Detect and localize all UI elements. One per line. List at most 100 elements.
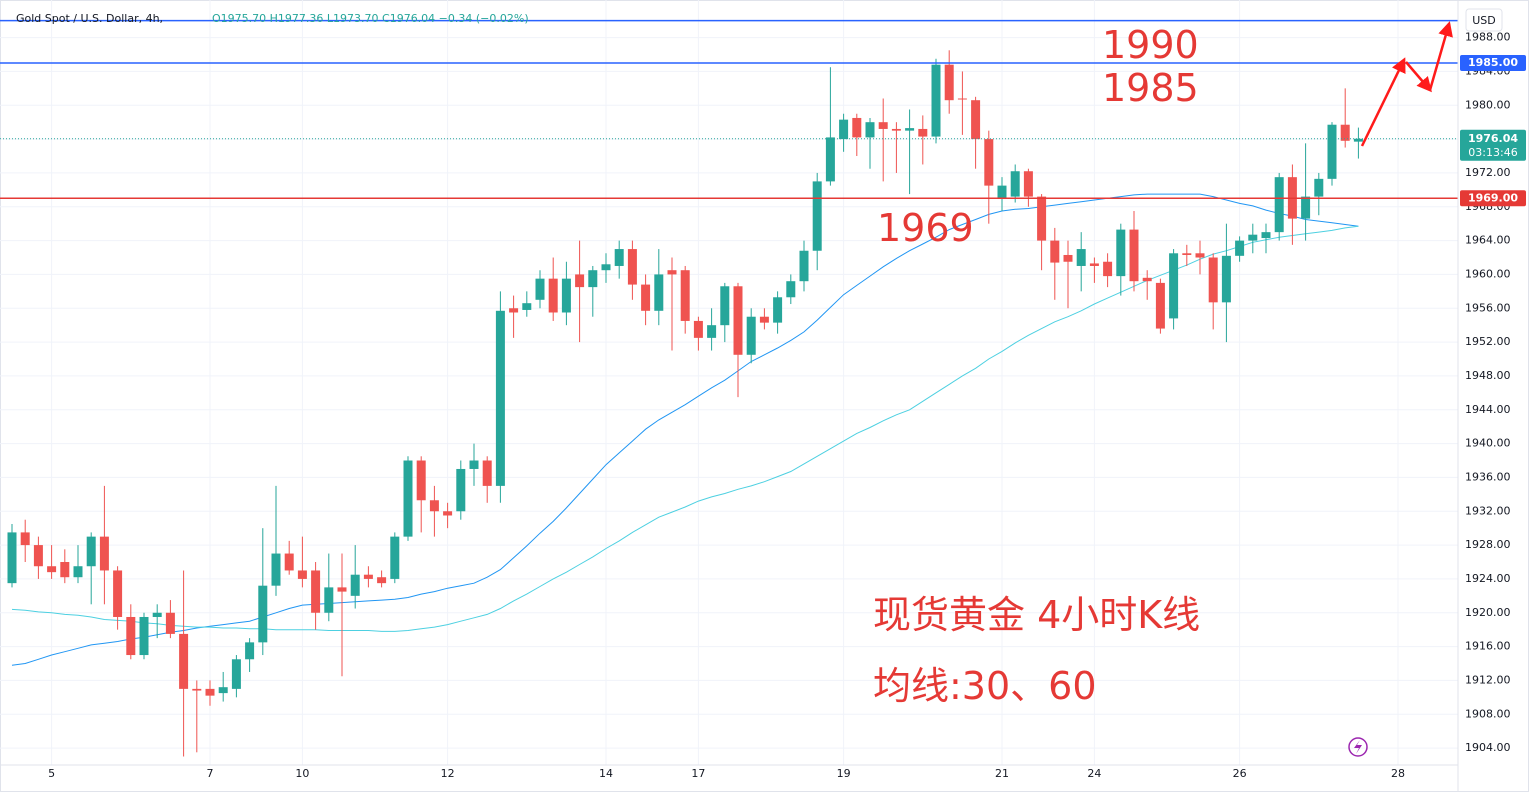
candle-body bbox=[1010, 171, 1020, 197]
candle-body bbox=[746, 316, 756, 355]
candle-body bbox=[7, 532, 17, 584]
y-tick-label: 1904.00 bbox=[1465, 741, 1511, 754]
candle-body bbox=[878, 122, 888, 129]
y-tick-label: 1964.00 bbox=[1465, 234, 1511, 247]
candle-body bbox=[812, 181, 822, 251]
last-price-tag bbox=[1460, 129, 1526, 161]
candle-body bbox=[1208, 257, 1218, 303]
candle-body bbox=[403, 460, 413, 537]
y-tick-label: 1948.00 bbox=[1465, 369, 1511, 382]
candle-body bbox=[509, 308, 519, 313]
candle-body bbox=[1089, 263, 1099, 266]
candle-body bbox=[456, 468, 466, 512]
candle-body bbox=[1353, 138, 1363, 142]
candle-body bbox=[1340, 124, 1350, 141]
candle-body bbox=[733, 286, 743, 355]
candle-body bbox=[786, 281, 796, 298]
candle-body bbox=[482, 460, 492, 486]
candle-body bbox=[799, 250, 809, 282]
event-icon-bolt bbox=[1354, 740, 1362, 754]
y-tick-label: 1924.00 bbox=[1465, 572, 1511, 585]
countdown: 03:13:46 bbox=[1468, 146, 1517, 159]
y-tick-label: 1912.00 bbox=[1465, 673, 1511, 686]
y-tick-label: 1956.00 bbox=[1465, 301, 1511, 314]
candle-body bbox=[245, 642, 255, 660]
price-tag-label: 1969.00 bbox=[1468, 191, 1518, 204]
y-tick-label: 1908.00 bbox=[1465, 707, 1511, 720]
candle-body bbox=[1327, 124, 1337, 179]
header-title: Gold Spot / U.S. Dollar, 4h, bbox=[16, 12, 163, 25]
candle-body bbox=[944, 64, 954, 101]
candle-body bbox=[139, 616, 149, 656]
candle-body bbox=[1169, 253, 1179, 319]
candle-body bbox=[416, 460, 426, 501]
candle-body bbox=[575, 274, 585, 288]
candle-body bbox=[469, 460, 479, 469]
candle-body bbox=[522, 303, 532, 310]
candle-body bbox=[1314, 178, 1324, 197]
candle-body bbox=[759, 316, 769, 323]
candle-body bbox=[680, 270, 690, 321]
candle-body bbox=[86, 536, 96, 567]
y-tick-label: 1928.00 bbox=[1465, 538, 1511, 551]
candle-body bbox=[429, 500, 439, 512]
candle-body bbox=[99, 536, 109, 571]
candle-body bbox=[271, 553, 281, 586]
x-tick-label: 10 bbox=[295, 767, 309, 780]
candle-body bbox=[1235, 240, 1245, 256]
moving-average-line bbox=[11, 193, 1359, 666]
candle-body bbox=[1023, 171, 1033, 197]
y-tick-label: 1972.00 bbox=[1465, 166, 1511, 179]
candle-body bbox=[588, 270, 598, 288]
candle-body bbox=[179, 633, 189, 689]
candle-body bbox=[839, 119, 849, 140]
last-price-label: 1976.04 bbox=[1468, 132, 1518, 145]
candle-body bbox=[931, 64, 941, 137]
candle-body bbox=[443, 511, 453, 516]
candle-body bbox=[561, 278, 571, 313]
x-tick-label: 28 bbox=[1391, 767, 1405, 780]
candle-body bbox=[1182, 253, 1192, 255]
event-icon[interactable] bbox=[1348, 737, 1368, 757]
x-tick-label: 12 bbox=[441, 767, 455, 780]
candle-body bbox=[641, 284, 651, 311]
candle-body bbox=[33, 545, 43, 567]
candle-body bbox=[957, 98, 967, 100]
candle-body bbox=[126, 616, 136, 656]
forecast-arrow bbox=[1428, 21, 1453, 91]
candle-body bbox=[73, 566, 83, 578]
candle-body bbox=[258, 585, 268, 643]
candle-body bbox=[1142, 277, 1152, 282]
price-tag bbox=[1460, 190, 1526, 207]
x-tick-label: 24 bbox=[1087, 767, 1101, 780]
candle-body bbox=[614, 249, 624, 266]
candle-body bbox=[377, 577, 387, 584]
x-tick-label: 26 bbox=[1233, 767, 1247, 780]
candle-body bbox=[1195, 253, 1205, 258]
annotation: 1985 bbox=[1102, 66, 1199, 110]
candle-body bbox=[363, 574, 373, 579]
y-tick-label: 1988.00 bbox=[1465, 31, 1511, 44]
candle-body bbox=[390, 536, 400, 579]
y-tick-label: 1916.00 bbox=[1465, 640, 1511, 653]
candle-body bbox=[667, 270, 677, 275]
candle-body bbox=[1221, 255, 1231, 303]
candle-body bbox=[1050, 240, 1060, 263]
candle-body bbox=[1301, 196, 1311, 219]
candle-body bbox=[984, 139, 994, 186]
currency[interactable]: USD bbox=[1472, 14, 1496, 27]
candle-body bbox=[284, 553, 294, 571]
x-tick-label: 19 bbox=[837, 767, 851, 780]
annotation: 均线:30、60 bbox=[873, 664, 1097, 708]
candle-body bbox=[1129, 229, 1139, 282]
candle-body bbox=[1103, 261, 1113, 277]
candle-body bbox=[192, 688, 202, 691]
candle-body bbox=[773, 297, 783, 323]
annotation: 现货黄金 4小时K线 bbox=[873, 593, 1200, 637]
candle-body bbox=[865, 122, 875, 138]
candle-body bbox=[165, 612, 175, 634]
currency-button[interactable] bbox=[1465, 8, 1503, 32]
candle-body bbox=[60, 562, 70, 578]
